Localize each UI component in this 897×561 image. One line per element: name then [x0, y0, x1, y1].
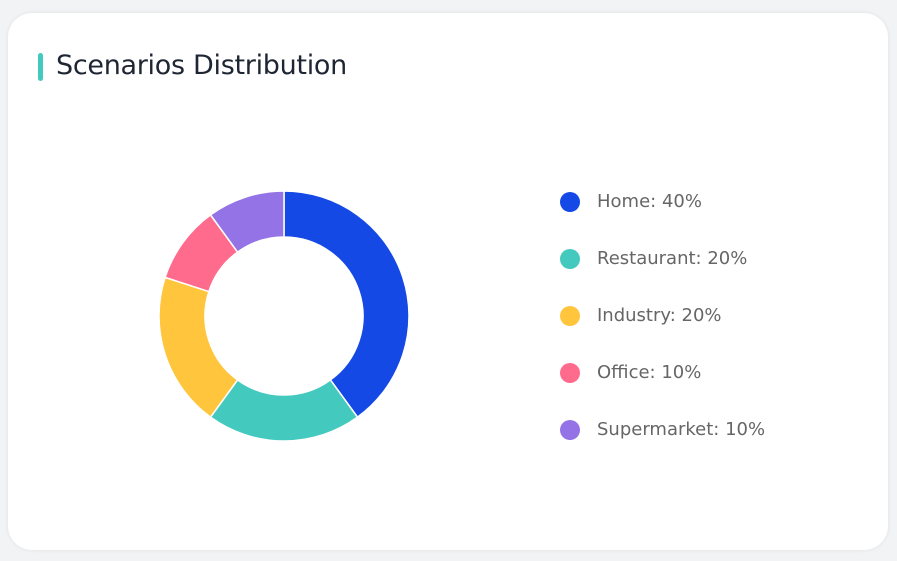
- legend-dot-icon: [560, 305, 580, 326]
- legend-dot-icon: [560, 191, 580, 212]
- legend-dot-icon: [560, 419, 580, 440]
- chart-title: Scenarios Distribution: [56, 50, 347, 81]
- legend-label: Office: 10%: [597, 362, 702, 383]
- legend-item-office[interactable]: Office: 10%: [560, 344, 765, 401]
- chart-card: Scenarios Distribution: [8, 13, 888, 550]
- legend-label: Supermarket: 10%: [597, 419, 766, 440]
- legend-item-supermarket[interactable]: Supermarket: 10%: [560, 401, 765, 458]
- legend-dot-icon: [560, 362, 580, 383]
- legend-label: Home: 40%: [597, 191, 702, 212]
- legend-label: Industry: 20%: [597, 305, 722, 326]
- slice-home[interactable]: [283, 190, 410, 419]
- legend-label: Restaurant: 20%: [597, 248, 748, 269]
- slice-supermarket[interactable]: [209, 190, 285, 254]
- legend-item-restaurant[interactable]: Restaurant: 20%: [560, 230, 765, 287]
- legend: Home: 40% Restaurant: 20% Industry: 20% Off…: [560, 187, 765, 458]
- slice-restaurant[interactable]: [209, 378, 359, 442]
- legend-item-home[interactable]: Home: 40%: [560, 173, 765, 230]
- legend-item-industry[interactable]: Industry: 20%: [560, 287, 765, 344]
- slice-industry[interactable]: [158, 276, 239, 419]
- title-accent-bar: [38, 53, 43, 81]
- legend-dot-icon: [560, 248, 580, 269]
